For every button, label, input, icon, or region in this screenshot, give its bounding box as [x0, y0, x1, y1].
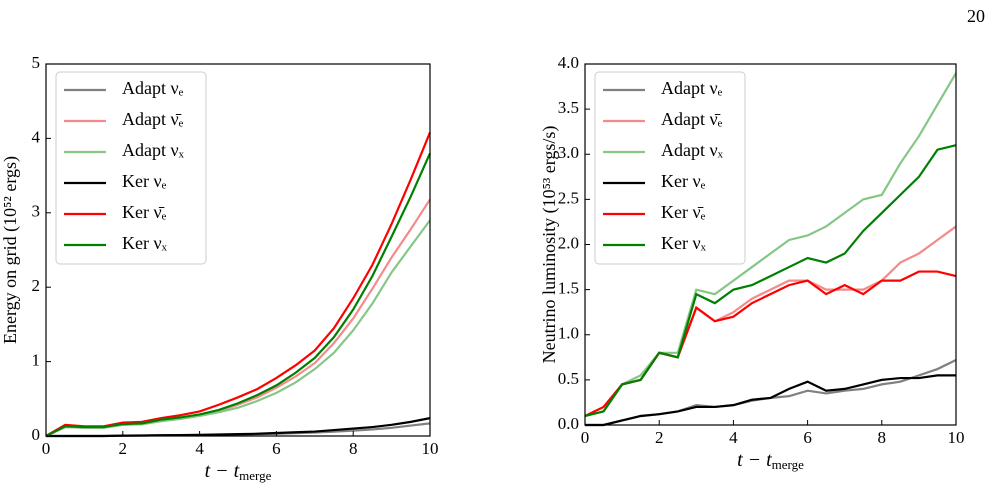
x-tick-label: 8	[878, 428, 887, 447]
x-tick-label: 6	[272, 439, 281, 458]
y-tick-label: 5	[32, 53, 41, 72]
legend-label: Ker ν̄ₑ	[661, 202, 706, 222]
x-axis-label-subscript: merge	[239, 468, 271, 483]
legend-label: Adapt νₑ	[661, 78, 723, 98]
legend-label: Ker νₑ	[122, 171, 167, 191]
series-line	[585, 374, 956, 427]
legend-label: Adapt ν̄ₑ	[661, 109, 723, 129]
x-tick-label: 6	[803, 428, 812, 447]
legend-label: Ker ν̄ₑ	[122, 202, 167, 222]
y-tick-label: 2	[32, 276, 41, 295]
x-tick-label: 4	[729, 428, 738, 447]
x-tick-label: 2	[119, 439, 128, 458]
y-tick-label: 2.0	[558, 233, 579, 252]
y-tick-label: 0	[32, 425, 41, 444]
legend-label: Ker νₑ	[661, 171, 706, 191]
legend-label: Ker νₓ	[122, 233, 168, 253]
y-tick-label: 4.0	[558, 53, 579, 72]
y-tick-label: 4	[32, 127, 41, 146]
y-tick-label: 0.0	[558, 414, 579, 433]
series-line	[584, 144, 957, 418]
x-tick-label: 8	[349, 439, 358, 458]
y-tick-label: 3	[32, 202, 41, 221]
x-tick-label: 0	[42, 439, 51, 458]
legend-label: Adapt ν̄ₑ	[122, 109, 184, 129]
x-axis-label-subscript: merge	[772, 457, 804, 472]
y-axis-label: Energy on grid (10⁵² ergs)	[0, 156, 21, 344]
y-tick-label: 1	[32, 351, 41, 370]
x-tick-label: 10	[948, 428, 965, 447]
axes-frame	[45, 63, 431, 437]
legend-label: Adapt νₓ	[122, 140, 185, 160]
page-number: 20	[967, 6, 985, 26]
legend-label: Ker νₓ	[661, 233, 707, 253]
legend-label: Adapt νₑ	[122, 78, 184, 98]
y-tick-label: 3.5	[558, 98, 579, 117]
legend-label: Adapt νₓ	[661, 140, 724, 160]
x-axis-label: t − tmerge	[205, 460, 272, 483]
x-axis-label: t − tmerge	[737, 449, 804, 472]
x-tick-label: 2	[655, 428, 664, 447]
series-line	[584, 72, 957, 418]
y-tick-label: 1.0	[558, 324, 579, 343]
x-tick-label: 0	[581, 428, 590, 447]
y-tick-label: 0.5	[558, 369, 579, 388]
x-tick-label: 4	[195, 439, 204, 458]
y-tick-label: 1.5	[558, 279, 579, 298]
x-tick-label: 10	[422, 439, 439, 458]
x-axis-label-main: t − t	[205, 460, 240, 482]
x-axis-label-main: t − t	[737, 449, 772, 471]
y-tick-label: 3.0	[558, 143, 579, 162]
y-tick-label: 2.5	[558, 188, 579, 207]
series-line	[45, 152, 432, 437]
y-axis-label: Neutrino luminosity (10⁵³ ergs/s)	[539, 126, 560, 364]
